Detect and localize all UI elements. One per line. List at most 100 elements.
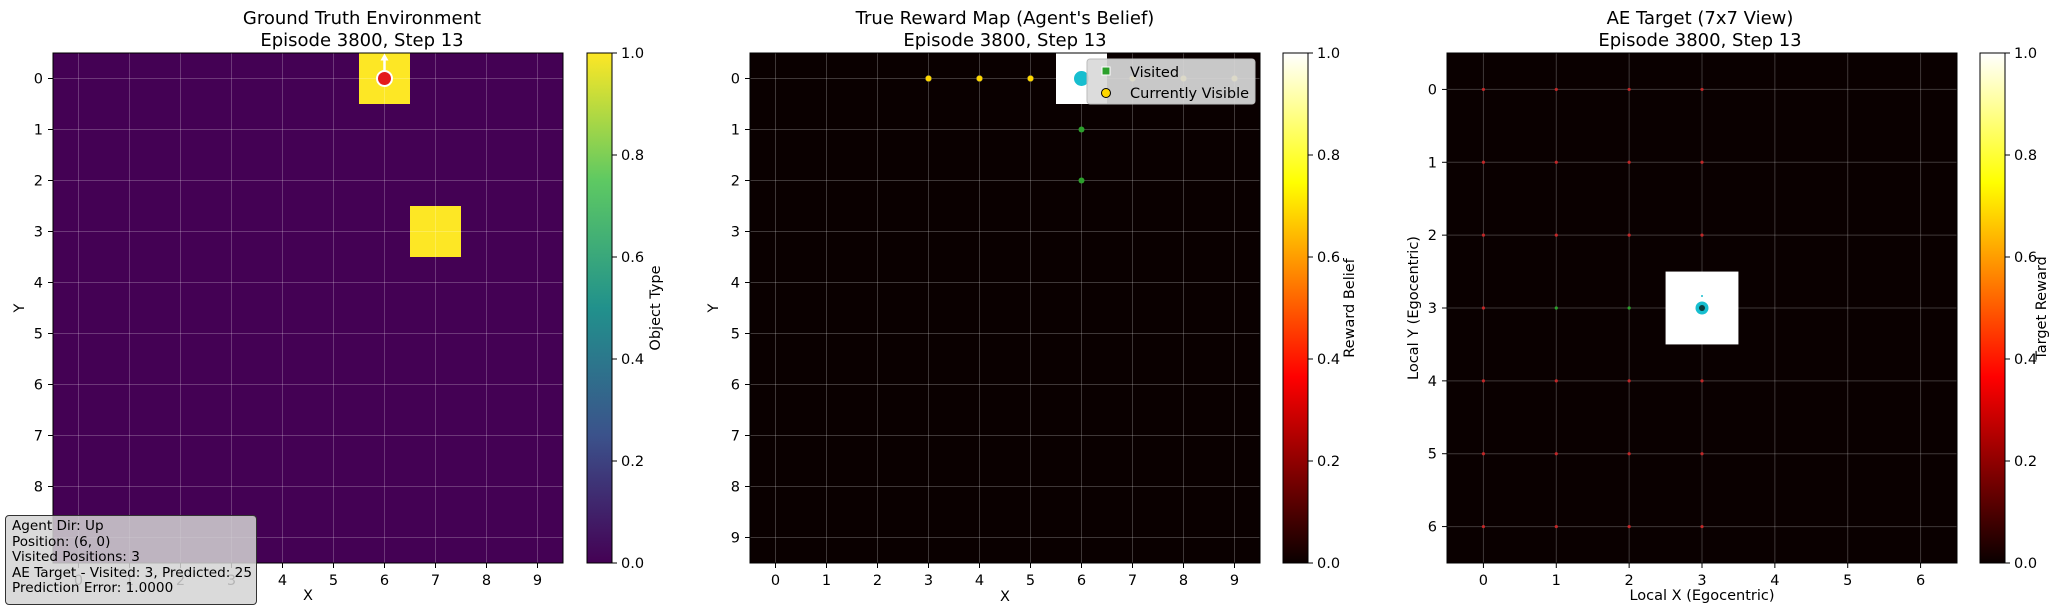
x-tick-label: 7 xyxy=(431,573,440,589)
x-tick-label: 1 xyxy=(822,573,831,589)
x-tick-label: 2 xyxy=(1625,573,1634,589)
y-tick-label: 3 xyxy=(731,225,740,241)
predicted-point xyxy=(1481,452,1486,456)
colorbar-tick-label: 0.4 xyxy=(2014,352,2037,368)
predicted-point xyxy=(1554,379,1558,383)
y-tick-label: 5 xyxy=(731,327,740,343)
y-tick-label: 2 xyxy=(34,174,43,190)
predicted-point xyxy=(1700,87,1704,92)
predicted-point xyxy=(1481,160,1486,164)
info-agent-dir: Agent Dir: Up xyxy=(12,518,104,534)
colorbar-tick-label: 0.8 xyxy=(1317,148,1340,164)
predicted-point xyxy=(1481,306,1486,310)
y-tick-label: 0 xyxy=(731,72,740,88)
predicted-point xyxy=(1627,524,1631,529)
x-tick-label: 8 xyxy=(482,573,491,589)
y-tick-label: 2 xyxy=(1428,228,1437,244)
y-tick-label: 3 xyxy=(34,225,43,241)
colorbar-tick-label: 0.6 xyxy=(621,250,644,266)
legend-visited-marker xyxy=(1101,66,1111,76)
colorbar-tick-label: 0.2 xyxy=(2014,454,2037,470)
colorbar-tick-label: 1.0 xyxy=(2014,46,2037,62)
y-tick-label: 1 xyxy=(34,123,43,139)
colorbar-tick-label: 0.0 xyxy=(2014,556,2037,572)
left-title-line2: Episode 3800, Step 13 xyxy=(260,30,463,51)
middle-legend: Visited Currently Visible xyxy=(1086,58,1256,105)
y-tick-label: 5 xyxy=(34,327,43,343)
y-tick-label: 1 xyxy=(1428,155,1437,171)
agent-marker xyxy=(376,70,393,87)
y-tick-label: 7 xyxy=(34,429,43,445)
colorbar-tick-label: 0.4 xyxy=(1317,352,1340,368)
visited-point xyxy=(1078,126,1085,133)
colorbar-tick-label: 0.6 xyxy=(2014,250,2037,266)
y-tick-label: 2 xyxy=(731,174,740,190)
colorbar-tick-label: 0.6 xyxy=(1317,250,1340,266)
predicted-point xyxy=(1554,160,1558,164)
left-ylabel: Y xyxy=(12,303,28,313)
x-tick-label: 4 xyxy=(1770,573,1779,589)
left-colorbar-label: Object Type xyxy=(648,265,664,350)
middle-colorbar-label: Reward Belief xyxy=(1342,257,1358,357)
heatmap-cell xyxy=(410,206,461,257)
predicted-point xyxy=(1700,379,1704,383)
x-tick-label: 6 xyxy=(1077,573,1086,589)
legend-visible-marker xyxy=(1101,88,1111,98)
predicted-point xyxy=(1627,379,1631,383)
visited-point xyxy=(1078,177,1085,184)
y-tick-label: 5 xyxy=(1428,447,1437,463)
x-tick-label: 7 xyxy=(1128,573,1137,589)
x-tick-label: 5 xyxy=(329,573,338,589)
predicted-point xyxy=(1627,233,1631,237)
y-tick-label: 6 xyxy=(731,378,740,394)
legend-box xyxy=(1086,58,1256,105)
colorbar-tick-label: 0.0 xyxy=(621,556,644,572)
visible-point xyxy=(925,75,932,82)
predicted-point xyxy=(1627,452,1631,456)
left-plot-area xyxy=(53,53,563,563)
info-ae-target: AE Target - Visited: 3, Predicted: 25 xyxy=(12,564,252,581)
x-tick-label: 6 xyxy=(1916,573,1925,589)
x-tick-label: 0 xyxy=(771,573,780,589)
colorbar-tick-label: 0.2 xyxy=(1317,454,1340,470)
right-xlabel: Local X (Egocentric) xyxy=(1629,588,1774,604)
x-tick-label: 9 xyxy=(1230,573,1239,589)
colorbar-tick-label: 0.0 xyxy=(1317,556,1340,572)
predicted-point xyxy=(1700,452,1704,456)
agent-marker-center xyxy=(1699,305,1705,311)
predicted-point xyxy=(1554,233,1558,237)
y-tick-label: 4 xyxy=(1428,374,1437,390)
x-tick-label: 1 xyxy=(1552,573,1561,589)
predicted-point xyxy=(1481,87,1486,92)
legend-visited-label: Visited xyxy=(1130,65,1179,81)
right-ylabel: Local Y (Egocentric) xyxy=(1406,236,1422,380)
panel-ae-target: AE Target (7x7 View) Episode 3800, Step … xyxy=(1406,8,2050,604)
visited-point xyxy=(1554,306,1558,310)
predicted-point xyxy=(1554,524,1558,529)
y-tick-label: 8 xyxy=(34,480,43,496)
x-tick-label: 3 xyxy=(924,573,933,589)
visited-point xyxy=(1627,306,1631,310)
colorbar-tick-label: 0.4 xyxy=(621,352,644,368)
right-colorbar-label: Target Reward xyxy=(2034,256,2050,360)
colorbar-tick-label: 0.8 xyxy=(621,148,644,164)
left-xlabel: X xyxy=(303,588,313,604)
colorbar-tick-label: 0.8 xyxy=(2014,148,2037,164)
y-tick-label: 8 xyxy=(731,480,740,496)
x-tick-label: 5 xyxy=(1843,573,1852,589)
predicted-point xyxy=(1700,524,1704,529)
x-tick-label: 4 xyxy=(975,573,984,589)
predicted-point xyxy=(1700,160,1704,164)
predicted-point xyxy=(1481,233,1486,237)
y-tick-label: 0 xyxy=(34,72,43,88)
colorbar-tick-label: 1.0 xyxy=(621,46,644,62)
colorbar-tick-label: 1.0 xyxy=(1317,46,1340,62)
x-tick-label: 9 xyxy=(533,573,542,589)
info-visited-positions: Visited Positions: 3 xyxy=(12,549,140,566)
y-tick-label: 4 xyxy=(731,276,740,292)
x-tick-label: 5 xyxy=(1026,573,1035,589)
middle-plot-frame xyxy=(749,52,1261,564)
x-tick-label: 8 xyxy=(1179,573,1188,589)
middle-ylabel: Y xyxy=(706,303,722,313)
